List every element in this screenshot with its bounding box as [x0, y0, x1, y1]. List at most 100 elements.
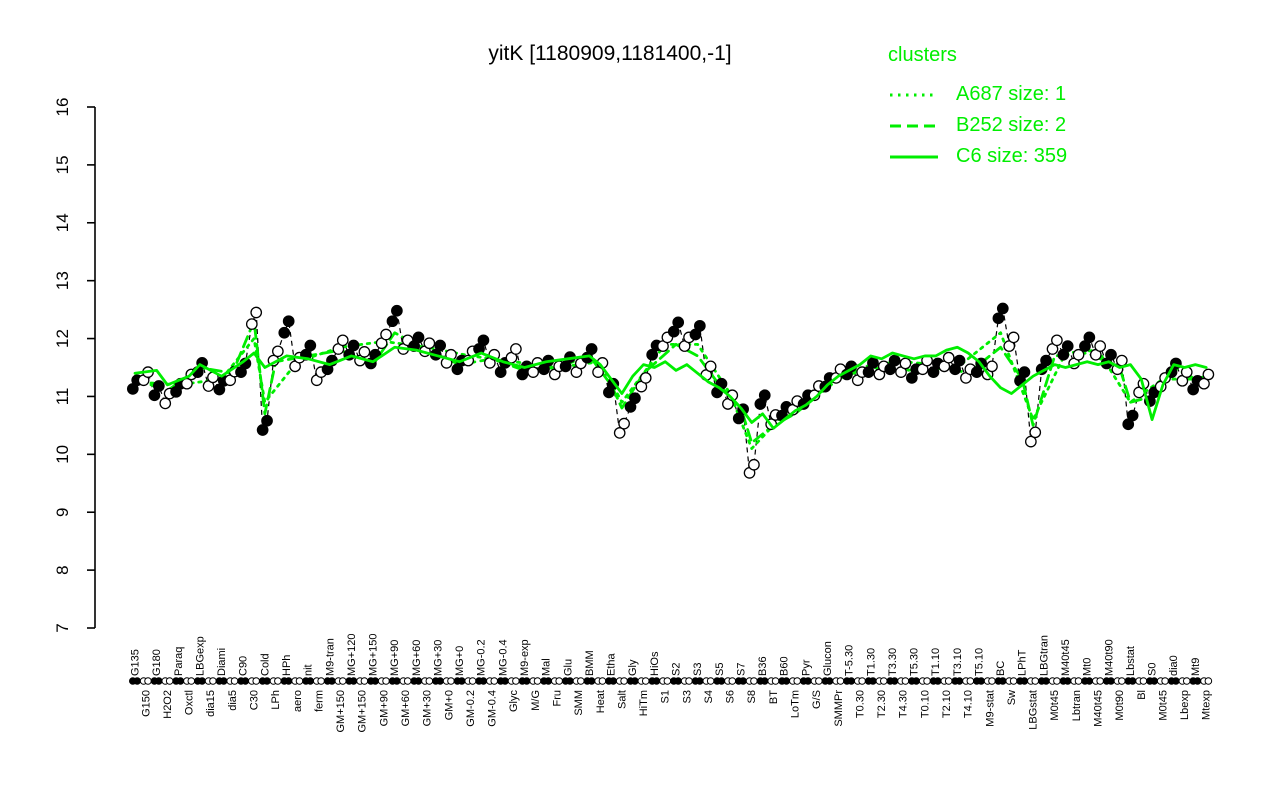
condition-marker: [263, 677, 271, 685]
x-tick-label: LBGtran: [1038, 635, 1050, 676]
x-tick-label: M0t45: [1157, 690, 1169, 721]
x-tick-label: T0.10: [919, 690, 931, 718]
condition-marker: [1107, 677, 1115, 685]
condition-marker: [804, 677, 812, 685]
condition-marker: [522, 677, 531, 685]
data-point: [152, 380, 165, 392]
x-tick-label: dia15: [205, 690, 217, 717]
x-tick-label: Salt: [616, 690, 628, 709]
x-tick-label: HPh: [281, 655, 293, 676]
condition-marker: [306, 677, 315, 685]
x-tick-label: MG+30: [432, 640, 444, 676]
x-tick-label: Bl: [1136, 690, 1148, 700]
cluster-line-C6: [133, 345, 1208, 430]
data-point: [862, 366, 875, 378]
legend: clusters A687 size: 1 B252 size: 2 C6 size…: [888, 44, 1067, 172]
x-tick-label: S7: [735, 663, 747, 676]
x-tick-label: MG+90: [389, 640, 401, 676]
condition-marker: [652, 677, 661, 685]
condition-marker: [912, 677, 921, 685]
condition-marker: [771, 677, 780, 685]
data-point: [899, 357, 912, 370]
data-point: [386, 315, 399, 328]
x-tick-label: M40t45: [1060, 639, 1072, 676]
condition-marker: [219, 677, 228, 685]
x-tick-label: Mal: [541, 658, 553, 676]
dashed-line-swatch: [890, 124, 938, 127]
data-point: [358, 346, 371, 358]
legend-item-label: C6 size: 359: [956, 145, 1068, 167]
data-point: [1007, 331, 1020, 344]
x-tick-label: T1.30: [865, 648, 877, 676]
data-point: [1040, 354, 1052, 367]
x-axis-labels: G135 G150 G180 H2O2 Paraq Oxctl LBGexp dia15 Dia…: [130, 634, 1213, 733]
y-tick-label: 15: [53, 155, 72, 174]
data-point: [527, 366, 539, 378]
data-point: [272, 345, 284, 358]
x-tick-label: M9-tran: [324, 638, 336, 676]
x-tick-label: dia5: [227, 690, 239, 711]
x-tick-label: GM+150: [335, 690, 347, 733]
data-point: [888, 354, 901, 367]
x-tick-label: Lbexp: [1179, 690, 1191, 720]
x-tick-label: C30: [249, 690, 261, 710]
condition-marker: [869, 677, 877, 685]
data-point: [704, 360, 717, 373]
solid-line-swatch: [890, 155, 938, 158]
x-tick-label: BMM: [584, 650, 596, 676]
data-point: [758, 389, 771, 402]
condition-marker: [1031, 677, 1040, 685]
y-tick-label: 9: [53, 507, 72, 516]
x-tick-label: GM+0: [443, 690, 455, 720]
data-point: [391, 304, 403, 317]
data-point: [986, 360, 998, 373]
condition-marker: [858, 677, 866, 685]
condition-marker: [533, 677, 542, 685]
x-tick-label: MG+0: [454, 646, 466, 676]
x-tick-label: dia0: [1168, 655, 1180, 676]
data-point: [1094, 340, 1107, 352]
condition-marker: [815, 677, 823, 685]
x-tick-label: Paraq: [173, 647, 185, 676]
x-tick-label: M9-stat: [984, 690, 996, 727]
condition-marker: [1009, 677, 1018, 685]
condition-marker: [187, 677, 196, 685]
condition-marker: [890, 677, 899, 685]
x-tick-label: S5: [714, 663, 726, 676]
data-point: [278, 326, 291, 339]
x-tick-label: HiTm: [638, 690, 650, 716]
x-tick-label: Lbtran: [1071, 690, 1083, 721]
condition-marker: [685, 677, 693, 685]
x-tick-label: T3.30: [887, 648, 899, 676]
condition-marker: [1182, 677, 1191, 685]
data-point: [748, 458, 760, 471]
condition-marker: [479, 677, 488, 685]
x-tick-label: S4: [703, 690, 715, 703]
condition-marker: [328, 677, 336, 685]
x-tick-label: S6: [725, 690, 737, 703]
condition-marker: [944, 677, 953, 685]
x-tick-label: ferm: [313, 690, 325, 712]
data-point: [510, 343, 522, 355]
condition-marker: [706, 677, 715, 685]
condition-marker: [966, 677, 975, 685]
x-tick-label: Lbstat: [1125, 646, 1137, 676]
data-point: [953, 354, 966, 367]
x-tick-label: T5.30: [909, 648, 921, 676]
condition-marker: [512, 677, 520, 685]
condition-marker: [490, 677, 499, 685]
condition-marker: [663, 677, 672, 685]
condition-marker: [1193, 677, 1202, 685]
condition-marker: [133, 677, 141, 685]
condition-marker: [977, 677, 985, 685]
condition-marker: [728, 677, 737, 685]
condition-marker: [923, 677, 931, 685]
x-tick-label: G/S: [811, 690, 823, 709]
condition-marker: [955, 677, 964, 685]
y-axis: 7 8 9 10 11 12 13 14 15 16: [53, 98, 96, 633]
data-point: [282, 315, 295, 328]
data-point: [245, 318, 258, 330]
x-tick-label: S0: [1147, 663, 1159, 676]
x-tick-label: M9-exp: [519, 639, 531, 676]
condition-marker: [739, 677, 747, 685]
